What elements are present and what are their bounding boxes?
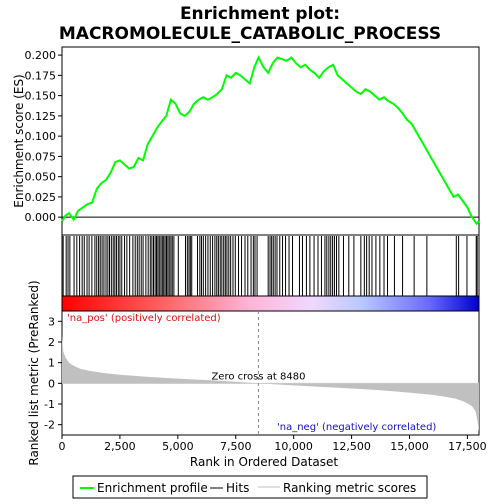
metric-y-tick-label: 0 [48,377,55,390]
legend-hits-label: Hits [226,481,249,495]
x-tick-label: 10,000 [274,440,313,453]
metric-y-tick-label: -1 [44,398,55,411]
es-y-tick-label: 0.150 [25,90,57,103]
legend-enrichment-label: Enrichment profile [97,481,208,495]
es-y-tick-label: 0.200 [25,49,57,62]
metric-y-axis-label: Ranked list metric (PreRanked) [27,280,41,465]
hits-panel [61,234,480,297]
metric-y-tick-label: 1 [48,357,55,370]
metric-y-ticks: -2 -1 0 1 2 3 [44,315,62,432]
es-y-axis-label: Enrichment score (ES) [12,74,26,207]
metric-panel: Zero cross at 8480 'na_pos' (positively … [27,280,480,466]
metric-y-tick-label: -2 [44,419,55,432]
hit-marks [62,236,478,296]
negative-correlation-label: 'na_neg' (negatively correlated) [277,422,436,433]
x-tick-label: 17,500 [448,440,487,453]
x-tick-label: 7,500 [220,440,252,453]
x-tick-label: 12,500 [332,440,371,453]
es-y-tick-label: 0.025 [25,191,57,204]
es-y-tick-label: 0.100 [25,130,57,143]
es-y-tick-label: 0.075 [25,150,57,163]
positive-correlation-label: 'na_pos' (positively correlated) [67,313,221,324]
x-tick-label: 5,000 [162,440,194,453]
x-tick-label: 2,500 [104,440,136,453]
es-y-tick-label: 0.125 [25,110,57,123]
es-y-tick-label: 0.175 [25,69,57,82]
legend-ranking-label: Ranking metric scores [283,481,416,495]
x-axis-ticks: 0 2,500 5,000 7,500 10,000 12,500 15,000 17,500 [59,435,487,453]
chart-title-line-1: Enrichment plot: [180,4,340,24]
es-panel-frame [61,46,480,236]
legend: Enrichment profile Hits Ranking metric s… [72,475,428,499]
es-y-ticks: 0.000 0.025 0.050 0.075 0.100 0.125 0.150 0.175… [25,49,62,224]
es-panel: 0.000 0.025 0.050 0.075 0.100 0.125 0.150 0.175… [12,46,480,236]
x-tick-label: 0 [59,440,66,453]
metric-y-tick-label: 2 [48,336,55,349]
es-y-tick-label: 0.000 [25,211,57,224]
enrichment-profile-line [61,55,480,226]
metric-y-tick-label: 3 [48,315,55,328]
es-y-tick-label: 0.050 [25,171,57,184]
ranking-color-bar [61,295,480,312]
metric-panel-frame [61,310,480,436]
zero-cross-label: Zero cross at 8480 [211,371,305,382]
chart-title-line-2: MACROMOLECULE_CATABOLIC_PROCESS [59,24,441,44]
x-axis-label: Rank in Ordered Dataset [190,455,338,469]
ranking-metric-area [62,335,479,432]
legend-box [72,475,428,499]
x-tick-label: 15,000 [390,440,429,453]
